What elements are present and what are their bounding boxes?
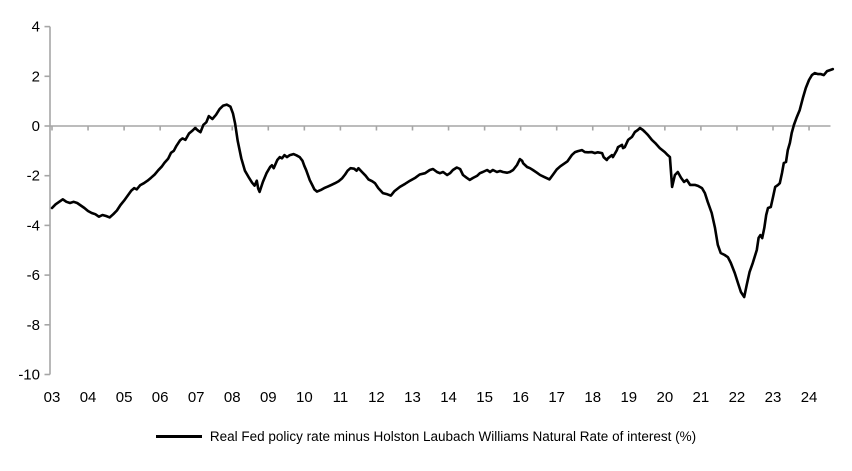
x-axis-tick-label: 09 — [260, 389, 277, 406]
legend-label: Real Fed policy rate minus Holston Lauba… — [209, 429, 697, 444]
x-axis-tick-label: 24 — [801, 389, 818, 406]
y-axis-tick-label: 4 — [32, 19, 40, 36]
x-axis-tick-label: 22 — [729, 389, 746, 406]
x-axis-tick-label: 13 — [404, 389, 421, 406]
x-axis-tick-label: 08 — [224, 389, 241, 406]
y-axis-tick-label: -10 — [18, 367, 40, 384]
y-axis-tick-label: 2 — [32, 68, 40, 85]
x-axis-tick-label: 10 — [296, 389, 313, 406]
x-axis-tick-label: 07 — [188, 389, 205, 406]
x-axis-tick-label: 17 — [548, 389, 565, 406]
y-axis-tick-label: 0 — [32, 118, 40, 135]
y-axis-tick-label: -6 — [27, 267, 40, 284]
x-axis-tick-label: 03 — [44, 389, 61, 406]
legend: Real Fed policy rate minus Holston Lauba… — [0, 429, 852, 444]
x-axis-tick-label: 05 — [116, 389, 133, 406]
x-axis-tick-label: 04 — [80, 389, 97, 406]
x-axis-tick-label: 21 — [693, 389, 710, 406]
x-axis-tick-label: 06 — [152, 389, 169, 406]
x-axis-tick-label: 12 — [368, 389, 385, 406]
x-axis-tick-label: 20 — [657, 389, 674, 406]
x-axis-tick-label: 15 — [476, 389, 493, 406]
y-axis-tick-label: -4 — [27, 217, 40, 234]
y-axis-tick-label: -8 — [27, 317, 40, 334]
x-axis-tick-label: 14 — [440, 389, 457, 406]
x-axis-tick-label: 11 — [333, 389, 349, 406]
x-axis-tick-label: 19 — [620, 389, 637, 406]
x-axis-tick-label: 16 — [512, 389, 529, 406]
legend-line-swatch — [155, 435, 202, 438]
y-axis-tick-label: -2 — [27, 168, 40, 185]
x-axis-tick-label: 18 — [584, 389, 601, 406]
x-axis-tick-label: 23 — [765, 389, 782, 406]
data-line — [50, 67, 835, 299]
